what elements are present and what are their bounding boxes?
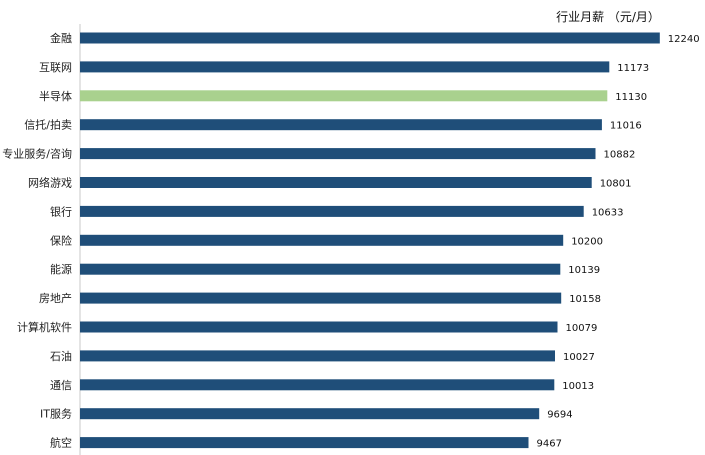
bar-12 [80, 379, 555, 391]
category-label-4: 专业服务/咨询 [2, 147, 72, 161]
category-label-2: 半导体 [39, 89, 72, 103]
bars-group: 金融 12240 互联网 11173 半导体 11130 信托/拍卖 11016 专业服务/咨询… [2, 31, 699, 450]
bar-8 [80, 263, 561, 275]
value-label-10: 10079 [566, 323, 598, 334]
value-label-12: 10013 [562, 381, 594, 392]
bar-2 [80, 90, 608, 102]
category-label-6: 银行 [50, 204, 72, 218]
bar-9 [80, 292, 562, 304]
bar-6 [80, 205, 584, 217]
value-label-13: 9694 [547, 410, 572, 421]
value-label-5: 10801 [600, 179, 632, 190]
bar-4 [80, 148, 596, 160]
value-label-6: 10633 [592, 207, 624, 218]
bar-13 [80, 408, 540, 420]
value-label-14: 9467 [537, 439, 562, 450]
value-label-4: 10882 [604, 150, 636, 161]
category-label-5: 网络游戏 [28, 176, 72, 190]
category-label-11: 石油 [50, 349, 72, 363]
category-label-8: 能源 [50, 262, 72, 276]
bar-7 [80, 234, 564, 246]
bar-11 [80, 350, 555, 362]
bar-10 [80, 321, 558, 333]
category-label-7: 保险 [50, 233, 72, 247]
bar-5 [80, 177, 592, 188]
value-label-11: 10027 [563, 352, 595, 363]
bar-3 [80, 119, 602, 131]
category-label-0: 金融 [50, 31, 72, 45]
value-label-2: 11130 [615, 92, 647, 103]
value-label-7: 10200 [571, 236, 603, 247]
bar-1 [80, 61, 610, 73]
category-label-9: 房地产 [39, 291, 72, 305]
category-label-10: 计算机软件 [17, 320, 72, 334]
value-label-9: 10158 [569, 294, 601, 305]
value-label-3: 11016 [610, 121, 642, 132]
bar-14 [80, 437, 529, 449]
bar-0 [80, 32, 660, 44]
category-label-1: 互联网 [39, 61, 72, 74]
category-label-14: 航空 [50, 436, 72, 450]
category-label-13: IT服务 [40, 408, 72, 421]
value-label-1: 11173 [617, 63, 649, 74]
value-label-8: 10139 [568, 265, 600, 276]
chart-title: 行业月薪 （元/月） [556, 10, 660, 24]
category-label-12: 通信 [50, 379, 72, 392]
value-label-0: 12240 [668, 34, 700, 45]
category-label-3: 信托/拍卖 [24, 118, 72, 132]
